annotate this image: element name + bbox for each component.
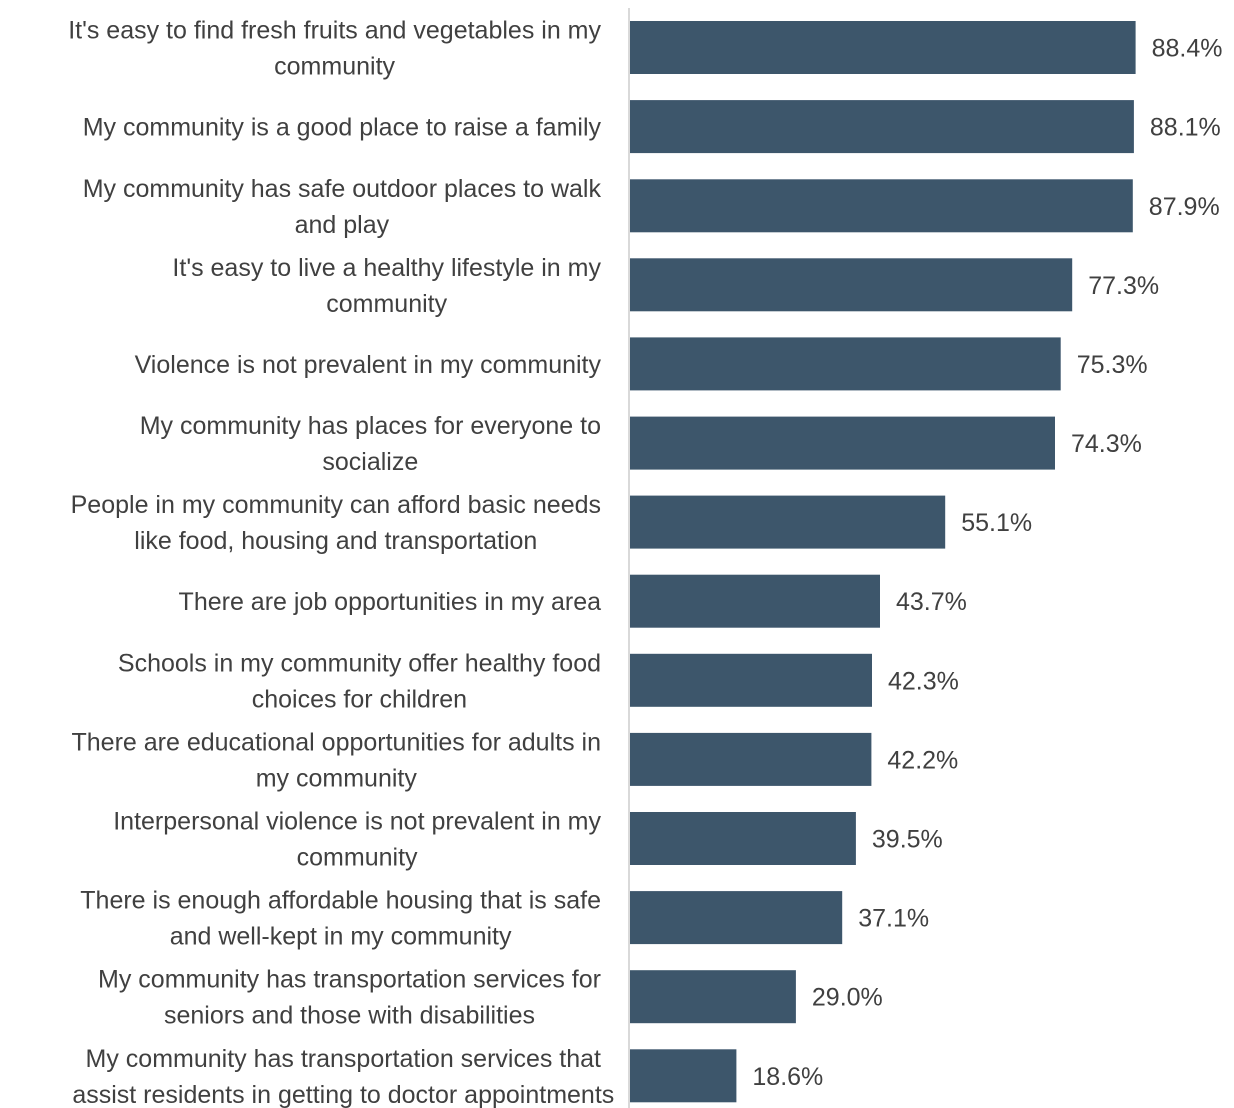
category-label-line: like food, housing and transportation — [134, 527, 537, 555]
category-label-line: My community has safe outdoor places to … — [83, 175, 602, 203]
category-label: Violence is not prevalent in my communit… — [135, 351, 602, 379]
category-label-line: People in my community can afford basic … — [71, 491, 601, 519]
category-label-line: There is enough affordable housing that … — [80, 887, 601, 915]
category-label: My community has places for everyone to s… — [140, 412, 601, 476]
category-label-line: Violence is not prevalent in my communit… — [135, 351, 602, 379]
value-label: 88.1% — [1150, 114, 1221, 142]
value-label: 74.3% — [1071, 430, 1142, 458]
category-label: Schools in my community offer healthy fo… — [118, 649, 601, 713]
category-label: My community has safe outdoor places to … — [83, 175, 602, 239]
category-label-line: seniors and those with disabilities — [164, 1002, 535, 1030]
bar — [630, 970, 796, 1024]
value-label: 42.2% — [887, 746, 958, 774]
bar — [630, 179, 1133, 233]
category-label: It's easy to live a healthy lifestyle in… — [172, 254, 601, 318]
category-label-line: My community is a good place to raise a … — [83, 114, 602, 142]
category-label-line: community — [297, 844, 418, 872]
category-label: My community has transportation services… — [72, 1045, 614, 1108]
bar — [630, 21, 1136, 74]
value-label: 37.1% — [858, 905, 929, 933]
category-label: My community has transportation services… — [98, 966, 601, 1030]
category-label: It's easy to find fresh fruits and veget… — [68, 17, 601, 81]
bar — [630, 812, 856, 865]
category-label-line: and play — [295, 211, 390, 239]
category-label-line: It's easy to find fresh fruits and veget… — [68, 17, 601, 45]
value-label: 42.3% — [888, 667, 959, 695]
value-label-group: 88.4% 88.1% 87.9% 77.3% 75.3% 74.3% 55.1% 43.7%… — [752, 35, 1222, 1091]
value-label: 77.3% — [1088, 272, 1159, 300]
bar — [630, 653, 872, 707]
category-label-line: and well-kept in my community — [170, 923, 512, 951]
category-label-line: My community has transportation services… — [98, 966, 601, 994]
category-label-line: There are job opportunities in my area — [179, 588, 602, 616]
value-label: 88.4% — [1152, 35, 1223, 63]
bar — [630, 258, 1073, 312]
category-label-line: assist residents in getting to doctor ap… — [72, 1081, 614, 1108]
category-label-line: Schools in my community offer healthy fo… — [118, 649, 601, 677]
category-label: There is enough affordable housing that … — [80, 887, 601, 951]
bar — [630, 337, 1061, 391]
category-label-line: community — [274, 53, 395, 81]
value-label: 55.1% — [961, 509, 1032, 537]
category-label-line: There are educational opportunities for … — [72, 728, 602, 756]
category-label: My community is a good place to raise a … — [83, 114, 602, 142]
category-label-line: socialize — [322, 448, 418, 476]
bar — [630, 1049, 737, 1103]
category-label: There are job opportunities in my area — [179, 588, 602, 616]
value-label: 29.0% — [812, 984, 883, 1012]
category-label-line: It's easy to live a healthy lifestyle in… — [172, 254, 601, 282]
value-label: 87.9% — [1149, 193, 1220, 221]
bar — [630, 891, 843, 945]
value-label: 43.7% — [896, 588, 967, 616]
category-label-line: community — [326, 290, 447, 318]
bar — [630, 732, 872, 786]
bar — [630, 574, 880, 628]
category-label-line: Interpersonal violence is not prevalent … — [113, 808, 601, 836]
category-label: There are educational opportunities for … — [72, 728, 602, 792]
bar-group — [630, 21, 1136, 1103]
value-label: 75.3% — [1077, 351, 1148, 379]
category-label: Interpersonal violence is not prevalent … — [113, 808, 601, 872]
category-label-line: My community has transportation services… — [86, 1045, 602, 1073]
value-label: 39.5% — [872, 826, 943, 854]
category-label-line: choices for children — [252, 685, 467, 713]
bar — [630, 416, 1055, 470]
category-label-group: It's easy to find fresh fruits and veget… — [68, 17, 614, 1108]
category-label-line: my community — [256, 764, 418, 792]
category-label: People in my community can afford basic … — [71, 491, 601, 555]
category-label-line: My community has places for everyone to — [140, 412, 601, 440]
bar — [630, 495, 946, 549]
value-label: 18.6% — [752, 1063, 823, 1091]
bar — [630, 100, 1134, 154]
